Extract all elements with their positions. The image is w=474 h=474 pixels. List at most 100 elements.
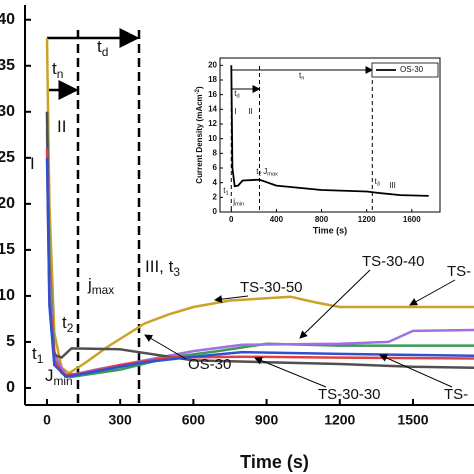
- annotation: jmin: [232, 197, 244, 208]
- annotation-text: III: [389, 181, 396, 190]
- x-tick-label: 1200: [324, 412, 355, 428]
- series-line: [230, 65, 429, 197]
- x-tick-label: 300: [108, 412, 132, 428]
- annotation: II: [57, 117, 66, 136]
- label-arrow: [409, 279, 456, 306]
- annotation-sub: min: [54, 374, 73, 388]
- annotation: tn: [52, 59, 63, 81]
- annotation-sub: 2: [67, 321, 74, 335]
- y-tick-label: 0: [6, 379, 15, 396]
- annotation-text: t: [299, 71, 302, 80]
- y-tick-label: 6: [213, 163, 218, 172]
- annotation-sub: n: [301, 76, 304, 82]
- y-axis-label: Current Density (mAcm-2): [195, 86, 205, 184]
- y-tick-label: 14: [208, 104, 217, 113]
- annotation: t1: [223, 186, 228, 197]
- y-tick-label: 2: [213, 192, 218, 201]
- annotation-text: I: [30, 154, 35, 173]
- series-label: TS-30-30: [318, 386, 381, 403]
- annotation: jmax: [87, 275, 114, 297]
- annotation-text: J: [263, 167, 267, 176]
- y-tick-label: 16: [208, 90, 217, 99]
- series-label: TS-30-40: [362, 253, 425, 270]
- annotation: t3: [375, 177, 380, 188]
- y-axis-label-text: Current Density (mAcm: [195, 94, 204, 183]
- series-group: [45, 38, 474, 379]
- y-tick-label: 20: [208, 60, 217, 69]
- y-tick-label: 0: [213, 207, 218, 216]
- series-label: TS-: [447, 263, 471, 280]
- annotation: III, t3: [145, 257, 180, 279]
- x-tick-label: 600: [182, 412, 206, 428]
- annotation-sub: max: [92, 283, 115, 297]
- x-tick-label: 400: [270, 215, 284, 224]
- annotation: I: [30, 154, 35, 173]
- annotation-text: t: [223, 186, 226, 195]
- y-tick-label: 30: [0, 103, 15, 120]
- annotation-sub: d: [102, 45, 109, 59]
- legend-box: [371, 62, 439, 78]
- y-tick-label: 15: [0, 241, 15, 258]
- y-tick-label: 35: [0, 57, 15, 74]
- y-axis-label-end: ): [195, 86, 204, 89]
- series-group: [230, 65, 429, 197]
- annotation-text: t: [234, 89, 237, 98]
- x-tick-label: 0: [229, 215, 234, 224]
- annotation-sub: 2: [259, 172, 262, 178]
- y-tick-label: 18: [208, 75, 217, 84]
- annotation: td: [234, 89, 239, 100]
- annotation: t2: [62, 313, 74, 335]
- y-axis-label-sup: -2: [195, 88, 201, 94]
- annotation-sub: max: [267, 172, 278, 178]
- annotation-text: II: [248, 107, 252, 116]
- annotation: tn: [299, 71, 304, 82]
- annotation-text: j: [87, 275, 92, 294]
- y-tick-label: 12: [208, 119, 217, 128]
- y-tick-label: 25: [0, 149, 15, 166]
- annotation-text: j: [232, 197, 235, 206]
- annotation-text: III, t: [145, 257, 174, 276]
- x-tick-label: 0: [43, 412, 51, 428]
- legend-label: OS-30: [400, 65, 424, 74]
- annotation-sub: d: [237, 94, 240, 100]
- x-tick-label: 1500: [397, 412, 428, 428]
- annotation: III: [389, 181, 396, 190]
- label-arrow: [144, 334, 187, 360]
- x-tick-label: 1200: [358, 215, 376, 224]
- annotation: Jmin: [45, 366, 73, 388]
- y-tick-label: 20: [0, 195, 15, 212]
- annotation-text: J: [45, 366, 54, 385]
- annotation: I: [234, 107, 236, 116]
- annotation-text: t: [52, 59, 57, 78]
- series-line: [45, 38, 474, 375]
- y-tick-label: 10: [0, 287, 15, 304]
- annotation-text: t: [62, 313, 67, 332]
- annotation-sub: 1: [37, 352, 44, 366]
- inset-frame: [219, 57, 441, 213]
- y-tick-label: 8: [213, 148, 218, 157]
- x-tick-label: 800: [315, 215, 329, 224]
- series-label: OS-30: [188, 356, 231, 373]
- main-decor: [47, 28, 141, 405]
- y-tick-label: 5: [6, 333, 15, 350]
- x-tick-label: 1600: [403, 215, 421, 224]
- annotation-sub: min: [235, 202, 244, 208]
- label-arrow: [379, 354, 453, 388]
- series-label: TS-: [444, 386, 468, 403]
- annotation: t1: [32, 344, 44, 366]
- annotation-text: t: [375, 177, 378, 186]
- annotation-sub: 3: [173, 265, 180, 279]
- y-tick-label: 40: [0, 11, 15, 28]
- annotation-sub: 1: [226, 191, 229, 197]
- label-arrow: [299, 269, 371, 339]
- annotation: t2: [256, 167, 261, 178]
- label-arrow: [254, 356, 327, 388]
- y-tick-label: 4: [213, 178, 218, 187]
- x-tick-label: 900: [255, 412, 279, 428]
- annotation-text: t: [256, 167, 259, 176]
- series-label: TS-30-50: [240, 279, 303, 296]
- y-tick-label: 10: [208, 134, 217, 143]
